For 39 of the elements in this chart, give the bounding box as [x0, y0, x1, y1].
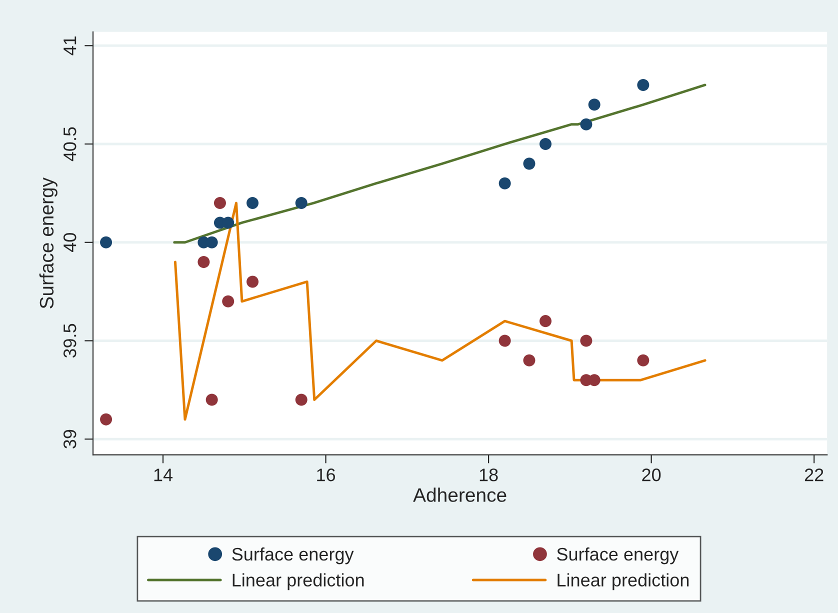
- y-tick-label: 39.5: [63, 324, 76, 358]
- point: [214, 197, 226, 210]
- legend-label: Surface energy: [557, 547, 679, 564]
- point: [580, 334, 592, 347]
- point: [588, 98, 600, 111]
- y-axis-title: Surface energy: [39, 177, 58, 308]
- x-tick-label: 22: [804, 468, 824, 482]
- y-tick-label: 41: [64, 36, 76, 56]
- x-tick-label: 18: [480, 468, 498, 482]
- line-series: [174, 202, 706, 421]
- x-tick-label: 14: [154, 468, 173, 482]
- point: [523, 158, 536, 170]
- point: [198, 256, 210, 268]
- x-tick-label: 20: [642, 468, 661, 482]
- point: [498, 334, 511, 347]
- legend-label: Linear prediction: [558, 573, 689, 590]
- point: [206, 394, 218, 406]
- point: [246, 276, 259, 288]
- point: [523, 354, 536, 366]
- point: [637, 354, 650, 366]
- point: [637, 78, 650, 92]
- y-tick-label: 40: [63, 233, 76, 252]
- point: [295, 197, 308, 210]
- legend-label: Linear prediction: [232, 573, 364, 590]
- line-series: [173, 84, 706, 244]
- point: [540, 315, 552, 328]
- point: [100, 236, 112, 248]
- y-tick-label: 39: [63, 430, 76, 448]
- point: [295, 394, 308, 406]
- point: [222, 295, 234, 308]
- x-tick-label: 16: [317, 468, 336, 482]
- y-tick-label: 40.5: [63, 127, 76, 162]
- point: [246, 197, 259, 210]
- point: [100, 413, 112, 426]
- x-axis-title: Adherence: [413, 488, 506, 502]
- point: [498, 177, 511, 190]
- point: [540, 138, 552, 150]
- point: [580, 118, 592, 130]
- legend-label: Surface energy: [232, 547, 354, 564]
